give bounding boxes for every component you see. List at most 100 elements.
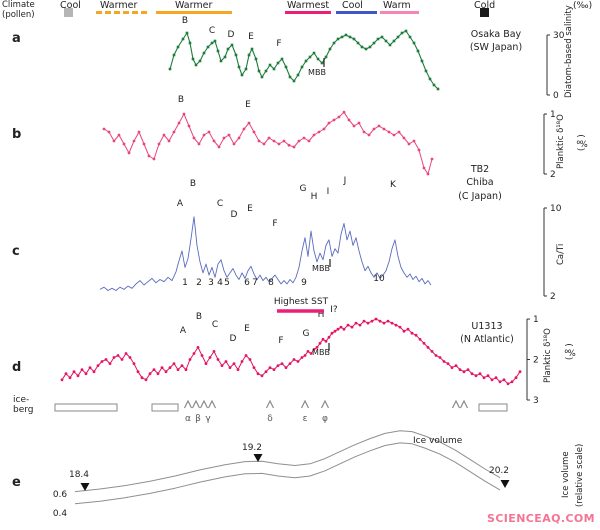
data-point (124, 352, 128, 355)
axis-tick-label: 30 (553, 31, 565, 41)
annotation-label: K (390, 180, 397, 190)
data-point (116, 354, 120, 357)
annotation-label: I (327, 187, 330, 197)
data-point (167, 139, 171, 143)
data-point (414, 333, 418, 337)
data-point (454, 364, 458, 367)
age-marker-triangle (500, 480, 510, 488)
data-point (510, 380, 514, 384)
annotation-label: B (190, 179, 196, 189)
annotation-label: E (247, 204, 253, 214)
annotation-label: 19.2 (242, 443, 262, 453)
data-point (207, 130, 211, 134)
data-point (267, 136, 271, 140)
data-point (230, 43, 234, 47)
data-point (132, 362, 136, 365)
data-point (342, 327, 346, 331)
axis-tick-label: 2 (533, 356, 539, 366)
data-point (176, 45, 180, 49)
data-point (282, 139, 286, 143)
axis-title-salinity: Diatom-based salinity (564, 5, 574, 98)
data-point (117, 133, 121, 137)
data-point (112, 139, 116, 143)
data-point (312, 133, 316, 137)
data-point (280, 362, 284, 365)
axis-title-d18o-u1313: Planktic δ¹⁸O (543, 328, 553, 384)
data-point (200, 354, 204, 357)
age-marker-triangle (253, 454, 263, 462)
annotation-label: D (230, 334, 237, 344)
data-point (382, 127, 386, 131)
data-point (72, 370, 76, 374)
data-point (430, 157, 434, 161)
annotation-label: F (272, 219, 277, 229)
data-point (518, 370, 522, 374)
annotation-label: Ice volume (413, 436, 463, 446)
data-point (328, 47, 332, 51)
climate-legend: Cool Warmer Warmer Warmest Cool Warm Cold (0, 0, 600, 20)
panel-letter-b: b (12, 127, 22, 142)
data-point (397, 130, 401, 134)
data-point (164, 370, 168, 374)
annotation-label: 5 (224, 278, 230, 288)
axis-tick-label: 1 (533, 315, 539, 325)
data-point (370, 319, 374, 323)
data-point (152, 157, 156, 161)
data-point (228, 366, 232, 369)
data-point (446, 362, 450, 365)
data-point (287, 143, 291, 147)
axis-unit-salinity: (‰) (573, 1, 593, 11)
annotation-label: 6 (244, 278, 250, 288)
data-point (216, 358, 220, 361)
data-point (333, 329, 337, 333)
annotation-label: B (178, 95, 184, 105)
legend-swatch-line (156, 11, 232, 14)
data-point (300, 65, 304, 69)
watermark: SCIENCEAQ.COM (487, 512, 596, 525)
data-point (364, 47, 368, 51)
axis-tick-label: 2 (550, 170, 556, 180)
data-point (336, 327, 340, 331)
data-point (108, 362, 112, 365)
data-point (362, 319, 366, 323)
data-point (260, 374, 264, 378)
data-point (192, 136, 196, 140)
data-point (408, 35, 412, 39)
data-point (402, 136, 406, 140)
annotation-label: γ (205, 414, 211, 424)
data-point (337, 115, 341, 119)
data-point (320, 61, 324, 65)
iceberg-interval-box (478, 403, 508, 412)
data-point (288, 362, 292, 365)
data-point (430, 350, 434, 353)
data-point (140, 376, 144, 380)
data-point (136, 370, 140, 374)
data-point (202, 133, 206, 137)
data-point (132, 139, 136, 143)
annotation-label: B (196, 312, 202, 322)
annotation-label: MBB (312, 264, 330, 273)
annotation-label: H (311, 192, 318, 202)
data-point (357, 121, 361, 125)
data-point (185, 31, 189, 35)
annotation-label: D (228, 30, 235, 40)
annotation-label: α (185, 414, 191, 424)
data-point (347, 118, 351, 122)
data-point (502, 378, 506, 382)
data-point (308, 55, 312, 59)
data-point (237, 136, 241, 140)
iceberg-event-caret (320, 399, 330, 409)
data-point (177, 121, 181, 125)
data-point (272, 67, 276, 71)
annotation-label: MBB (312, 348, 330, 357)
data-point (220, 364, 224, 367)
iceberg-interval-box (151, 403, 179, 412)
data-point (264, 370, 268, 374)
data-point (107, 130, 111, 134)
axis-tick-label: 2 (550, 292, 556, 302)
data-point (247, 121, 251, 125)
station-label-u1313: U1313 (N Atlantic) (460, 321, 514, 346)
data-point (137, 130, 141, 134)
